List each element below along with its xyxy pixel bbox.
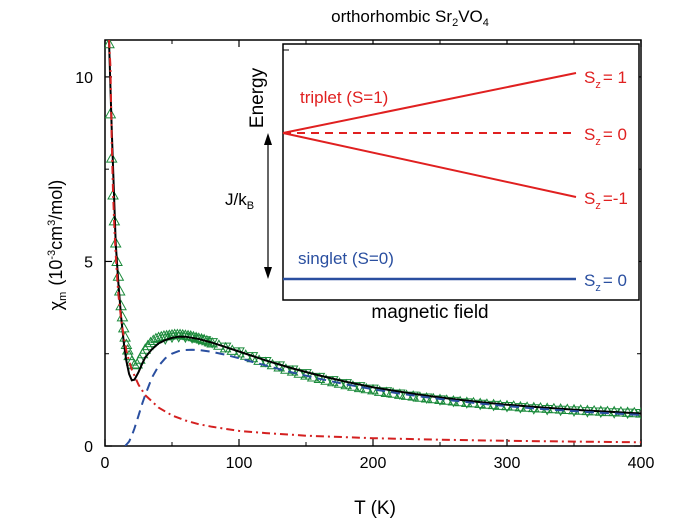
y-label-cm: cm bbox=[46, 226, 66, 250]
y-tick-label: 0 bbox=[84, 439, 93, 456]
chart-title: orthorhombic Sr2VO4 bbox=[331, 7, 489, 29]
data-point bbox=[407, 391, 420, 403]
gap-arrow-down bbox=[264, 267, 272, 279]
data-point bbox=[150, 332, 162, 344]
data-point bbox=[133, 353, 146, 364]
x-tick-label: 0 bbox=[101, 455, 110, 472]
curie-component-line bbox=[108, 40, 641, 444]
x-tick-label: 100 bbox=[226, 455, 253, 472]
y-label-open: (10 bbox=[46, 260, 66, 286]
data-point bbox=[527, 404, 540, 415]
data-point bbox=[501, 402, 513, 413]
data-point bbox=[367, 384, 379, 396]
inset-diagram: Energy magnetic field J/kB triplet (S=1)… bbox=[225, 43, 640, 323]
gap-label-sub: B bbox=[247, 200, 254, 212]
sz-minus-label: Sz =-1 bbox=[584, 189, 628, 212]
triplet-level-plus bbox=[282, 72, 577, 134]
data-point bbox=[147, 334, 160, 345]
y-tick-label: 5 bbox=[84, 254, 93, 271]
data-point bbox=[190, 331, 202, 342]
y-axis-label: χm(10-3cm3/mol) bbox=[46, 180, 69, 311]
y-label-end: /mol) bbox=[46, 180, 66, 220]
dimer-component-line bbox=[124, 348, 641, 446]
data-point bbox=[286, 365, 299, 376]
fit-total-line bbox=[108, 40, 641, 415]
inset-energy-label: Energy bbox=[247, 67, 268, 128]
title-subscript-2: 2 bbox=[452, 17, 458, 29]
triplet-level-minus bbox=[282, 132, 577, 198]
y-label-sup: -3 bbox=[46, 250, 58, 260]
data-point bbox=[393, 389, 406, 400]
data-point bbox=[142, 339, 154, 351]
tick-labels: 0 100 200 300 400 0 5 10 bbox=[75, 70, 654, 472]
title-mid: VO bbox=[458, 7, 483, 26]
data-point bbox=[273, 361, 286, 372]
data-point bbox=[280, 363, 292, 374]
singlet-label: singlet (S=0) bbox=[298, 249, 394, 268]
y-label-sub-m: m bbox=[57, 292, 69, 301]
y-tick-label: 10 bbox=[75, 70, 93, 87]
data-point bbox=[105, 152, 118, 163]
series-layer bbox=[105, 40, 641, 446]
gap-arrow-up bbox=[264, 133, 272, 145]
data-point bbox=[514, 403, 527, 414]
sz-plus-label: Sz = 1 bbox=[584, 68, 627, 91]
y-label-sup3: 3 bbox=[46, 220, 58, 226]
title-subscript-4: 4 bbox=[483, 17, 489, 29]
x-axis-label: T (K) bbox=[354, 498, 396, 519]
data-point bbox=[434, 395, 446, 406]
triplet-label: triplet (S=1) bbox=[300, 88, 388, 107]
data-point bbox=[123, 349, 135, 361]
data-point bbox=[107, 188, 119, 200]
inset-field-label: magnetic field bbox=[371, 302, 488, 323]
sz-zero-singlet-label: Sz = 0 bbox=[584, 271, 627, 294]
gap-label: J/kB bbox=[225, 190, 254, 212]
x-tick-label: 300 bbox=[494, 455, 521, 472]
data-point bbox=[139, 343, 152, 354]
data-point bbox=[313, 372, 326, 384]
data-point bbox=[116, 310, 129, 322]
data-point bbox=[380, 387, 393, 398]
marker-series-triangle-down bbox=[159, 332, 641, 420]
data-point bbox=[128, 358, 141, 370]
sz-zero-triplet-label: Sz = 0 bbox=[584, 125, 627, 148]
x-tick-label: 400 bbox=[628, 455, 655, 472]
x-tick-label: 200 bbox=[360, 455, 387, 472]
